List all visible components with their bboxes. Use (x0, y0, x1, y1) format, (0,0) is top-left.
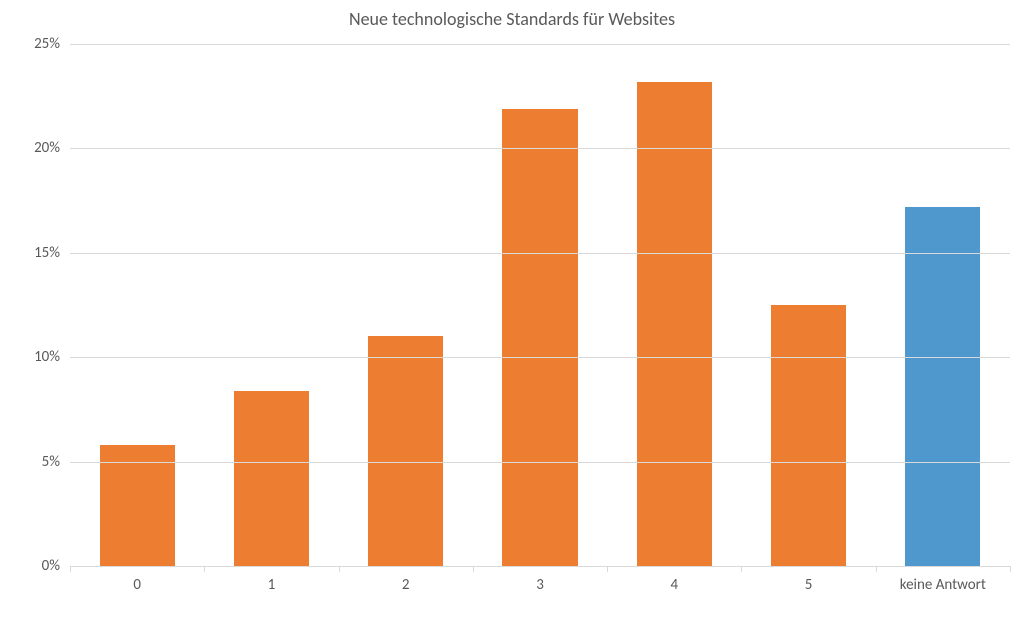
gridline (70, 253, 1010, 254)
gridline (70, 566, 1010, 567)
y-tick-label: 10% (34, 348, 60, 366)
gridline (70, 148, 1010, 149)
bar (905, 207, 980, 566)
chart-title: Neue technologische Standards für Websit… (0, 8, 1024, 30)
x-tick-mark (741, 566, 742, 572)
gridline (70, 44, 1010, 45)
x-tick-mark (607, 566, 608, 572)
x-tick-label: 3 (536, 576, 544, 594)
y-tick-label: 25% (34, 35, 60, 53)
x-tick-label: 5 (805, 576, 813, 594)
x-tick-label: 4 (670, 576, 678, 594)
gridline (70, 357, 1010, 358)
x-tick-mark (1010, 566, 1011, 572)
x-tick-mark (473, 566, 474, 572)
bar (368, 336, 443, 566)
x-tick-mark (339, 566, 340, 572)
bars-layer (70, 44, 1010, 566)
y-tick-label: 5% (42, 453, 60, 471)
bar (502, 109, 577, 566)
bar-chart: Neue technologische Standards für Websit… (0, 0, 1024, 621)
x-tick-label: 0 (133, 576, 141, 594)
y-tick-label: 0% (42, 557, 60, 575)
gridline (70, 462, 1010, 463)
x-tick-mark (70, 566, 71, 572)
bar (234, 391, 309, 566)
x-tick-mark (204, 566, 205, 572)
x-tick-label: 1 (268, 576, 276, 594)
plot-area: 0%5%10%15%20%25%012345keine Antwort (70, 44, 1010, 566)
y-tick-label: 20% (34, 139, 60, 157)
y-tick-label: 15% (34, 244, 60, 262)
x-tick-label: keine Antwort (900, 576, 986, 594)
bar (100, 445, 175, 566)
bar (637, 82, 712, 566)
x-tick-mark (876, 566, 877, 572)
x-tick-label: 2 (402, 576, 410, 594)
bar (771, 305, 846, 566)
